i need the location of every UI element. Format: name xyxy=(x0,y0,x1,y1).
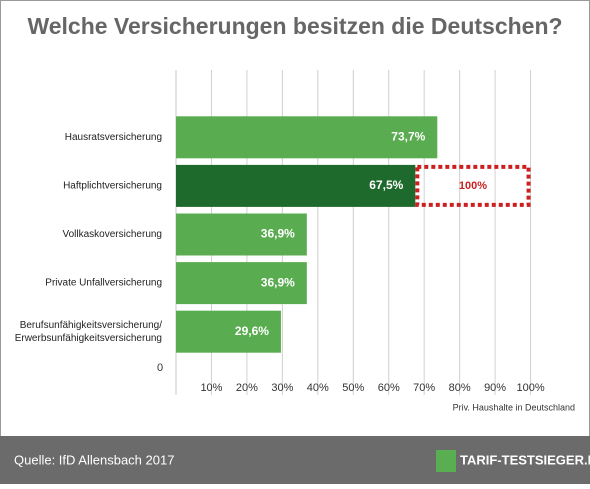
value-label: 29,6% xyxy=(235,324,269,338)
target-box xyxy=(415,164,531,207)
x-tick-label: 50% xyxy=(342,382,364,394)
x-tick-label: 0 xyxy=(157,362,163,374)
x-tick-label: 70% xyxy=(413,382,435,394)
source: Quelle: IfD Allensbach 2017 xyxy=(14,452,174,467)
footer xyxy=(0,436,590,484)
y-tick-label: Hausratsversicherung xyxy=(65,132,162,143)
x-tick-label: 100% xyxy=(516,382,544,394)
value-label: 73,7% xyxy=(391,129,425,143)
logo-icon xyxy=(436,450,456,472)
bar xyxy=(176,310,281,353)
x-tick-label: 20% xyxy=(236,382,258,394)
logo: TARIF-TESTSIEGER.DE xyxy=(460,452,590,467)
bar xyxy=(176,262,307,305)
x-tick-label: 40% xyxy=(307,382,329,394)
bar xyxy=(176,213,307,256)
bar xyxy=(176,164,416,207)
x-tick-label: 90% xyxy=(484,382,506,394)
x-axis-label: Priv. Haushalte in Deutschland xyxy=(453,402,575,412)
y-tick-label: Vollkaskoversicherung xyxy=(63,229,163,240)
chart-title: Welche Versicherungen besitzen die Deuts… xyxy=(27,13,562,39)
value-label: 36,9% xyxy=(261,275,295,289)
bar xyxy=(176,116,438,159)
target-label: 100% xyxy=(459,180,487,192)
y-tick-label: Private Unfallversicherung xyxy=(45,278,162,289)
x-tick-label: 60% xyxy=(378,382,400,394)
y-tick-label: Berufsunfähigkeitsversicherung/Erwerbsun… xyxy=(15,320,163,344)
y-tick-label: Haftplichtversicherung xyxy=(63,181,162,192)
x-tick-label: 10% xyxy=(200,382,222,394)
x-tick-label: 80% xyxy=(449,382,471,394)
value-label: 67,5% xyxy=(369,178,403,192)
x-tick-label: 30% xyxy=(271,382,293,394)
value-label: 36,9% xyxy=(261,227,295,241)
